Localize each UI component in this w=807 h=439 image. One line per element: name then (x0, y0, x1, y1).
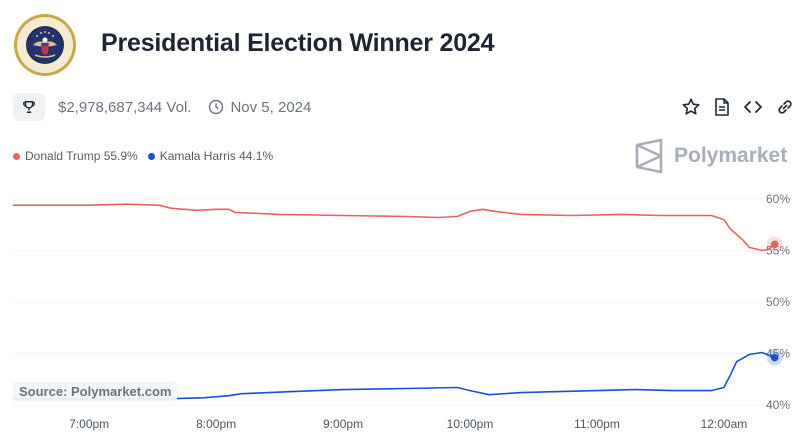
y-tick-label: 60% (766, 192, 790, 206)
x-tick-label: 8:00pm (196, 417, 236, 431)
legend-item-harris[interactable]: Kamala Harris 44.1% (147, 149, 274, 163)
series-marker-donald-trump (770, 240, 779, 249)
link-icon[interactable] (775, 97, 795, 117)
y-tick-label: 40% (766, 398, 790, 412)
x-tick-label: 9:00pm (323, 417, 363, 431)
legend-label-harris: Kamala Harris 44.1% (159, 149, 274, 163)
x-tick-label: 7:00pm (69, 417, 109, 431)
x-tick-label: 12:00am (701, 417, 748, 431)
brand-name: Polymarket (674, 144, 788, 167)
y-axis-labels: 60%55%50%45%40% (766, 192, 790, 412)
end-date-label: Nov 5, 2024 (230, 98, 312, 116)
volume-label: $2,978,687,344 Vol. (58, 98, 192, 116)
x-tick-label: 11:00pm (574, 417, 620, 431)
series-line-donald-trump (13, 203, 776, 252)
page-title: Presidential Election Winner 2024 (101, 29, 495, 57)
legend-item-trump[interactable]: Donald Trump 55.9% (13, 149, 138, 163)
series-marker-kamala-harris (770, 353, 779, 362)
document-icon[interactable] (713, 97, 731, 117)
y-tick-label: 50% (766, 295, 790, 309)
presidential-seal-icon (14, 14, 76, 76)
trophy-button[interactable] (13, 93, 45, 121)
star-icon[interactable] (681, 97, 701, 117)
trophy-icon (23, 101, 35, 113)
polymarket-watermark: Polymarket (634, 139, 787, 173)
market-header: Presidential Election Winner 2024 (0, 0, 807, 90)
market-meta: $2,978,687,344 Vol. Nov 5, 2024 (13, 92, 311, 122)
price-chart[interactable]: 60%55%50%45%40% 7:00pm 8:00pm 9:00pm 10:00p… (0, 170, 807, 439)
legend-dot-trump (13, 152, 20, 160)
x-tick-label: 10:00pm (447, 417, 494, 431)
source-label: Source: Polymarket.com (13, 382, 178, 402)
chart-markers (766, 236, 783, 366)
polymarket-logo-icon (635, 139, 663, 173)
legend-label-trump: Donald Trump 55.9% (25, 149, 138, 163)
code-icon[interactable] (743, 97, 763, 117)
legend-dot-harris (147, 152, 155, 160)
action-toolbar (681, 96, 795, 118)
chart-grid (13, 198, 762, 406)
x-axis-labels: 7:00pm 8:00pm 9:00pm 10:00pm 11:00pm 12:00am (69, 417, 747, 431)
chart-legend: Donald Trump 55.9% Kamala Harris 44.1% (13, 149, 273, 163)
clock-icon (209, 99, 224, 115)
